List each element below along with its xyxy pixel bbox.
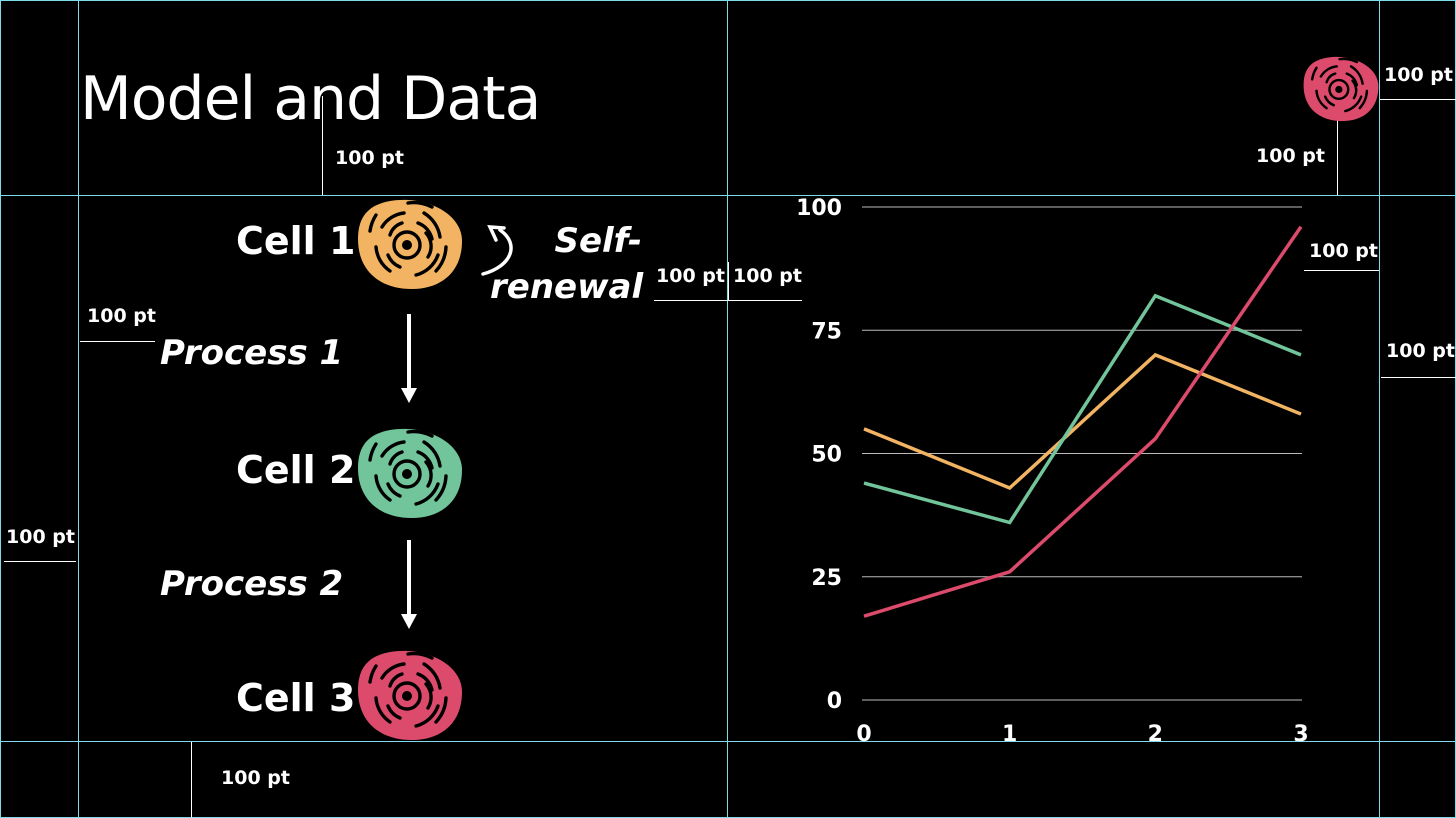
x-tick-label: 1 bbox=[1002, 722, 1017, 747]
spacing-marker bbox=[80, 341, 155, 342]
spacing-marker bbox=[728, 262, 729, 300]
spacing-marker bbox=[1380, 99, 1456, 100]
process-2-arrow bbox=[401, 540, 417, 629]
cell-2-icon bbox=[358, 428, 462, 518]
y-tick-label: 0 bbox=[827, 689, 842, 714]
spacing-label: 100 pt bbox=[335, 147, 404, 169]
cell-1-icon bbox=[358, 199, 462, 289]
self-renewal-line-2: renewal bbox=[490, 267, 644, 307]
self-renewal-line-1: Self- bbox=[554, 221, 642, 261]
guide-line-horizontal bbox=[0, 741, 1456, 742]
self-renewal-arrow bbox=[481, 225, 513, 276]
spacing-marker bbox=[4, 561, 76, 562]
guide-line-vertical bbox=[78, 0, 79, 818]
guide-line-horizontal bbox=[0, 0, 1456, 1]
x-tick-label: 2 bbox=[1148, 722, 1163, 747]
self-renewal-label: Self- renewal bbox=[490, 218, 644, 310]
y-tick-label: 75 bbox=[811, 319, 842, 344]
process-1-label: Process 1 bbox=[160, 333, 344, 373]
guide-line-horizontal bbox=[0, 195, 1456, 196]
series-line-2 bbox=[863, 293, 1302, 525]
guide-line-vertical bbox=[727, 0, 728, 818]
cell-1-label: Cell 1 bbox=[236, 219, 356, 263]
spacing-marker bbox=[1304, 270, 1379, 271]
process-2-label: Process 2 bbox=[160, 564, 344, 604]
process-1-arrow bbox=[401, 314, 417, 403]
cell-3-label: Cell 3 bbox=[236, 676, 356, 720]
line-chart: 0 25 50 75 100 0 1 2 3 bbox=[796, 196, 1309, 747]
spacing-label: 100 pt bbox=[1309, 240, 1378, 262]
spacing-label: 100 pt bbox=[1386, 340, 1455, 362]
spacing-marker bbox=[1337, 120, 1338, 195]
series-line-3 bbox=[863, 225, 1303, 618]
spacing-marker bbox=[1381, 377, 1456, 378]
spacing-label: 100 pt bbox=[221, 767, 290, 789]
y-tick-label: 100 bbox=[796, 196, 842, 221]
spacing-label: 100 pt bbox=[6, 526, 75, 548]
spacing-marker bbox=[322, 96, 323, 195]
spacing-marker bbox=[654, 300, 802, 301]
y-tick-label: 50 bbox=[811, 443, 842, 468]
spacing-label: 100 pt bbox=[87, 305, 156, 327]
y-tick-label: 25 bbox=[811, 566, 842, 591]
guide-line-vertical bbox=[1379, 0, 1380, 818]
series-line-1 bbox=[863, 352, 1302, 491]
corner-cell-icon bbox=[1303, 56, 1379, 122]
cell-2-label: Cell 2 bbox=[236, 448, 356, 492]
spacing-label: 100 pt bbox=[656, 265, 725, 287]
spacing-label: 100 pt bbox=[1384, 64, 1453, 86]
spacing-label: 100 pt bbox=[1256, 145, 1325, 167]
slide-title: Model and Data bbox=[80, 64, 541, 134]
x-tick-label: 0 bbox=[856, 722, 871, 747]
x-tick-label: 3 bbox=[1293, 722, 1308, 747]
spacing-marker bbox=[191, 742, 192, 818]
spacing-label: 100 pt bbox=[733, 265, 802, 287]
cell-3-icon bbox=[358, 650, 462, 740]
guide-line-vertical bbox=[0, 0, 1, 818]
